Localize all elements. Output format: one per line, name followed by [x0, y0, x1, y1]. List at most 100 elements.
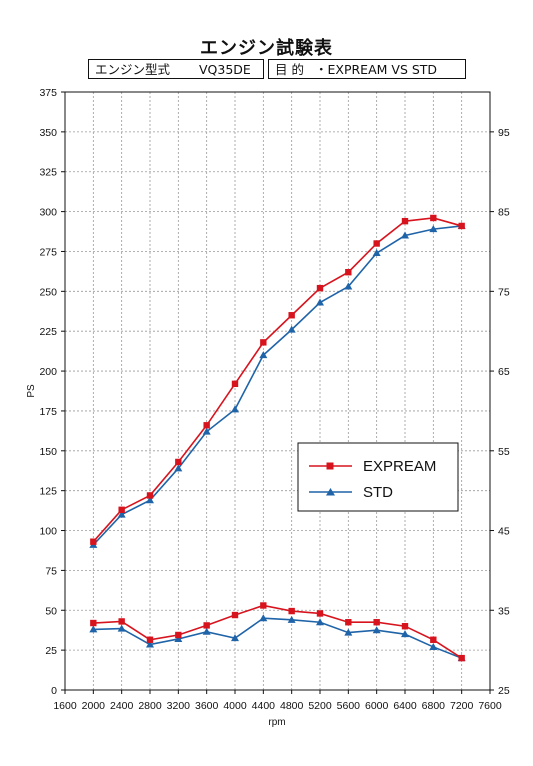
- x-tick-label: 6800: [422, 700, 446, 712]
- data-point-expream-power: [260, 339, 267, 346]
- y2-tick-label: 45: [498, 526, 510, 538]
- x-tick-label: 2400: [110, 700, 134, 712]
- data-point-expream-torque: [175, 631, 182, 639]
- data-point-expream-torque: [118, 618, 125, 625]
- y-tick-label: 125: [39, 486, 57, 498]
- x-tick-label: 2800: [138, 700, 162, 712]
- engine-type-box: エンジン型式 VQ35DE: [88, 59, 264, 79]
- x-tick-label: 3200: [167, 700, 191, 712]
- data-point-std-power: [429, 225, 438, 233]
- x-tick-label: 2000: [82, 700, 106, 712]
- data-point-expream-torque: [458, 654, 465, 662]
- engine-type-label: エンジン型式: [95, 62, 171, 77]
- y2-tick-label: 25: [498, 685, 510, 697]
- series-line-expream-torque: [93, 604, 463, 659]
- data-point-std-torque: [174, 634, 183, 642]
- data-point-std-power: [259, 351, 268, 359]
- y2-tick-label: 85: [498, 207, 510, 219]
- data-point-expream-power: [118, 506, 125, 514]
- x-tick-label: 1600: [53, 700, 77, 712]
- legend-std-label: STD: [363, 484, 393, 501]
- data-point-expream-power: [288, 312, 295, 319]
- data-point-std-torque: [259, 614, 268, 622]
- data-point-expream-torque: [316, 610, 324, 617]
- data-point-expream-power: [203, 422, 210, 429]
- y-tick-label: 100: [39, 526, 57, 538]
- y-tick-label: 300: [39, 207, 57, 219]
- data-point-expream-power: [175, 458, 182, 466]
- data-point-expream-power: [373, 240, 380, 247]
- purpose-box: 目 的 ・EXPREAM VS STD: [268, 59, 466, 79]
- data-point-expream-torque: [345, 619, 352, 626]
- grid: [65, 92, 490, 690]
- data-point-expream-power: [401, 217, 409, 225]
- y-tick-label: 25: [45, 645, 57, 657]
- data-point-std-torque: [401, 630, 409, 638]
- legend-std-marker: [326, 488, 335, 496]
- x-tick-label: 5200: [308, 700, 332, 712]
- y-tick-label: 200: [39, 366, 57, 378]
- data-point-std-power: [316, 298, 324, 306]
- data-point-expream-power: [430, 214, 437, 222]
- purpose-label: 目 的: [275, 62, 304, 77]
- data-point-std-power: [372, 249, 381, 257]
- y-tick-label: 175: [39, 406, 57, 418]
- legend-expream-label: EXPREAM: [363, 458, 436, 475]
- page-title: エンジン試験表: [200, 38, 333, 59]
- data-point-std-torque: [429, 642, 438, 650]
- data-point-std-power: [174, 464, 183, 472]
- x-tick-label: 7600: [478, 700, 502, 712]
- data-point-expream-torque: [231, 611, 239, 619]
- data-point-expream-torque: [288, 607, 295, 615]
- y-tick-label: 375: [39, 87, 57, 99]
- y-tick-label: 150: [39, 446, 57, 458]
- x-axis-label: rpm: [268, 717, 285, 728]
- data-point-expream-torque: [260, 602, 267, 609]
- x-tick-label: 6400: [393, 700, 417, 712]
- data-point-std-torque: [231, 634, 239, 642]
- data-point-std-power: [231, 405, 239, 413]
- series: [89, 214, 466, 662]
- y-tick-label: 325: [39, 167, 57, 179]
- data-point-std-power: [117, 510, 126, 518]
- data-point-expream-torque: [401, 623, 409, 630]
- x-tick-label: 4800: [280, 700, 304, 712]
- data-point-expream-power: [458, 222, 465, 230]
- x-tick-label: 4000: [223, 700, 247, 712]
- y2-tick-label: 75: [498, 286, 510, 298]
- x-tick-label: 6000: [365, 700, 389, 712]
- x-tick-label: 4400: [252, 700, 276, 712]
- axis-ticks: 1600 2000 2400 2800 3200 3600 4000 4400 4800 5200…: [39, 87, 509, 712]
- data-point-std-torque: [287, 615, 296, 623]
- data-point-expream-torque: [430, 636, 437, 643]
- data-point-expream-torque: [203, 622, 210, 629]
- y-tick-label: 275: [39, 246, 57, 258]
- x-tick-label: 7200: [450, 700, 474, 712]
- data-point-std-power: [344, 282, 353, 290]
- data-point-std-torque: [117, 624, 126, 632]
- data-point-std-torque: [146, 640, 154, 648]
- y2-tick-label: 55: [498, 446, 510, 458]
- data-point-std-power: [401, 231, 409, 239]
- data-point-std-torque: [202, 627, 211, 635]
- data-point-std-power: [202, 427, 211, 435]
- data-point-expream-power: [231, 380, 239, 388]
- x-tick-label: 5600: [337, 700, 361, 712]
- data-point-expream-power: [345, 268, 352, 276]
- data-point-expream-torque: [90, 619, 97, 627]
- data-point-std-power: [146, 496, 154, 504]
- engine-type-value: VQ35DE: [199, 62, 251, 77]
- series-line-expream-power: [92, 217, 462, 543]
- plot-frame: [64, 91, 491, 691]
- data-point-std-torque: [344, 628, 353, 636]
- legend: EXPREAM STD: [297, 442, 459, 512]
- data-point-expream-power: [90, 538, 97, 545]
- y-tick-label: 250: [39, 286, 57, 298]
- data-point-std-torque: [316, 618, 324, 626]
- series-line-std-torque: [93, 617, 462, 659]
- y-tick-label: 0: [51, 685, 57, 697]
- y-tick-label: 50: [45, 605, 57, 617]
- y-axis-label: PS: [26, 384, 37, 398]
- y-tick-label: 350: [39, 127, 57, 139]
